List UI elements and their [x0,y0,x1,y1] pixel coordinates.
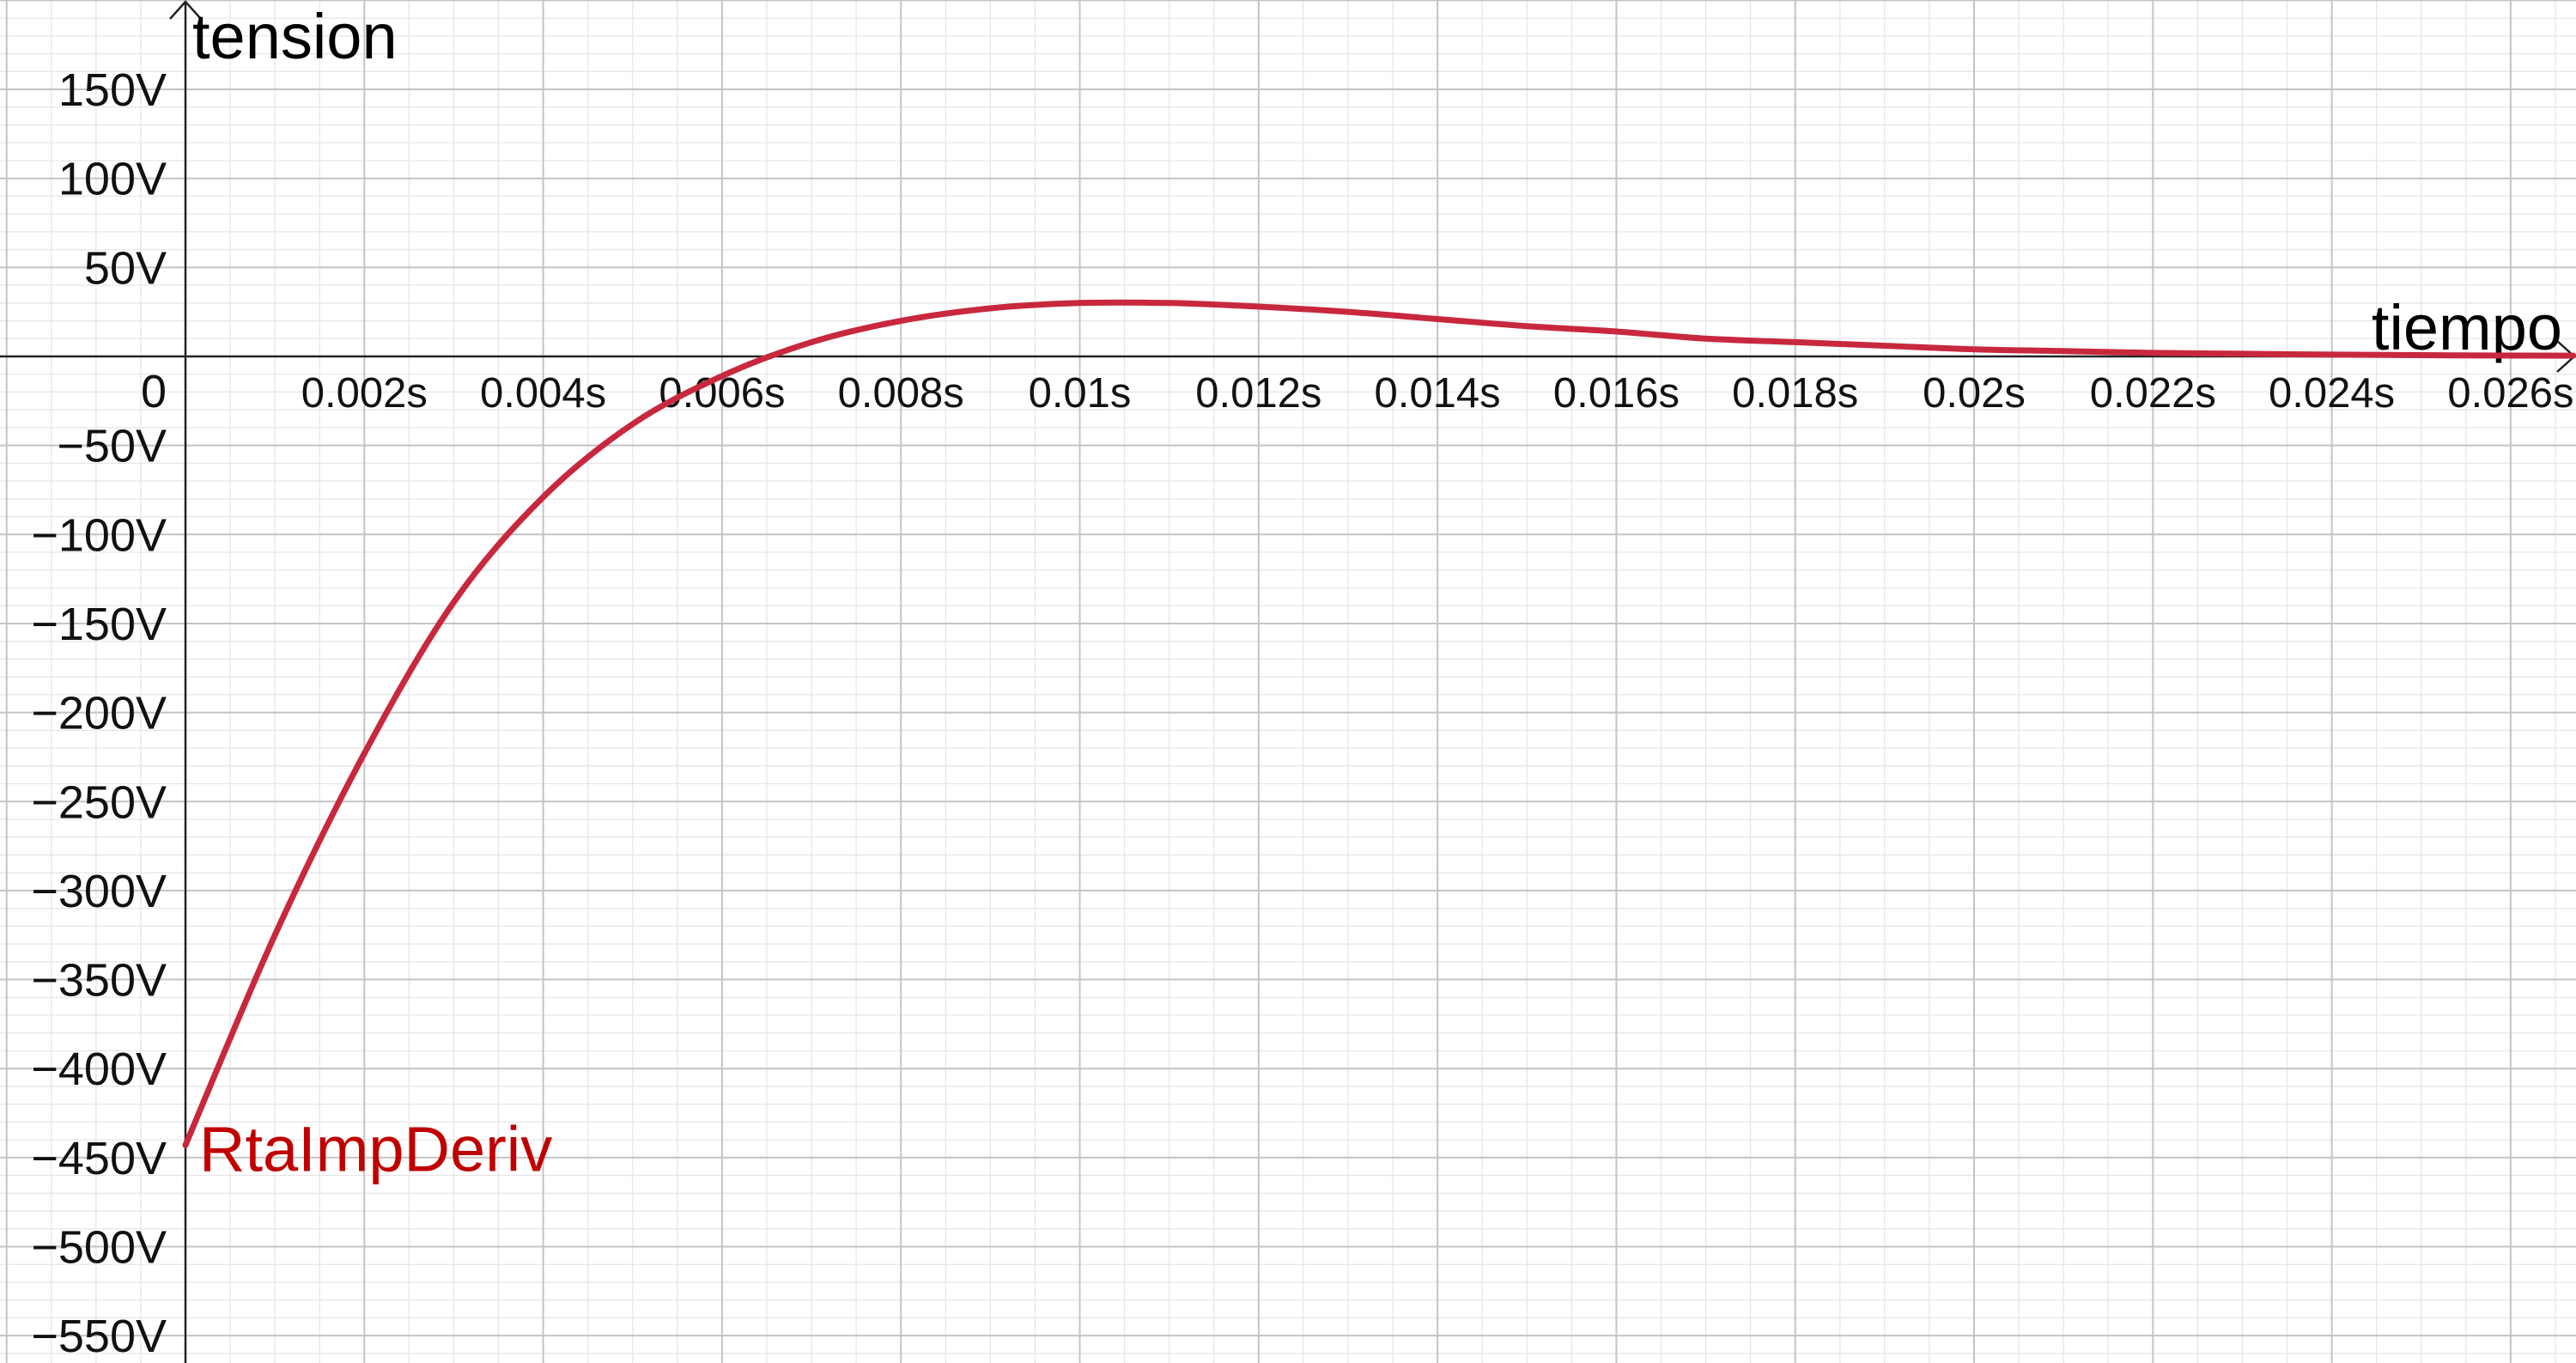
y-tick-label: −550V [31,1311,167,1362]
x-tick-label: 0.004s [480,370,606,417]
series-layer [182,299,2576,1148]
y-tick-label: 150V [58,64,167,116]
y-tick-label: −500V [31,1222,167,1274]
y-tick-label: −50V [57,421,167,472]
y-tick-label: −250V [31,776,167,828]
x-tick-labels: 0.002s 0.004s 0.006s 0.008s 0.01s 0.012s 0.014… [301,370,2574,417]
y-tick-label: −400V [31,1044,167,1095]
x-tick-label: 0.016s [1553,370,1680,417]
y-axis-arrow [169,0,202,20]
x-tick-label: 0.022s [2090,370,2216,417]
y-tick-labels: 150V 100V 50V 0−50V −100V −150V −200V −250V −300… [31,64,167,1362]
y-axis-label: tension [192,1,398,72]
y-tick-label: 0 [141,366,167,417]
series-label: RtaImpDeriv [199,1113,552,1184]
y-tick-label: −100V [31,509,167,561]
y-tick-label: 100V [58,154,167,205]
x-tick-label: 0.002s [301,370,428,417]
x-tick-label: 0.024s [2269,370,2395,417]
x-tick-label: 0.014s [1375,370,1501,417]
x-tick-label: 0.012s [1195,370,1321,417]
y-tick-label: −300V [31,866,167,917]
series-line-0 [182,299,2576,1148]
y-tick-label: −450V [31,1133,167,1184]
x-tick-label: 0.008s [838,370,964,417]
x-tick-label: 0.01s [1029,370,1132,417]
x-tick-label: 0.02s [1923,370,2026,417]
y-tick-label: −350V [31,955,167,1007]
y-tick-label: −150V [31,599,167,650]
x-tick-label: 0.026s [2447,370,2573,417]
y-tick-label: 50V [84,242,167,294]
x-axis-label: tiempo [2372,292,2562,363]
x-tick-label: 0.018s [1732,370,1858,417]
y-tick-label: −200V [31,688,167,739]
